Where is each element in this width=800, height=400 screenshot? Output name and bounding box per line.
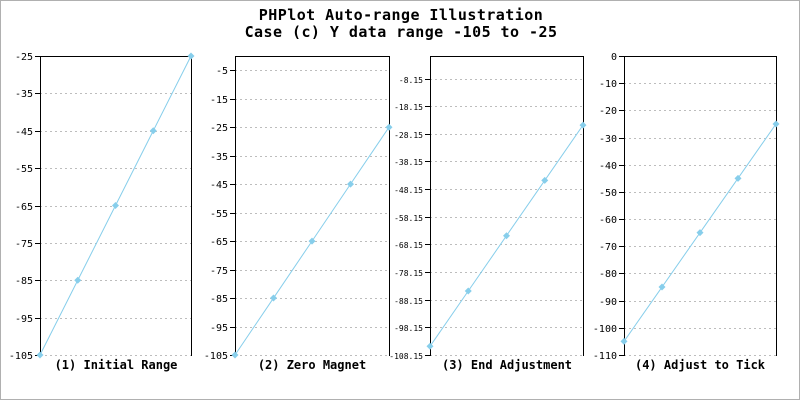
panel-title-2: (2) Zero Magnet [257,358,367,372]
y-tick-label: -28.15 [394,131,423,140]
y-tick-label: -85 [15,276,33,287]
data-point-marker [270,294,277,302]
panel-title-1: (1) Initial Range [54,358,178,372]
chart-panel-3: -8.15 -18.15 -28.15 -38.15 -48.15 -58.15 -68.1… [389,56,587,361]
y-tick-label: -108.15 [389,352,423,361]
data-point-marker [503,232,510,240]
y-tick-label: -25 [210,123,228,134]
y-tick-label: -58.15 [394,214,423,223]
chart-panel-2: -5 -15 -25 -35 -45 -55 -65 -75 -85 -95 -105 [204,56,393,362]
y-tick-label: -65 [15,202,33,213]
data-point-marker [426,342,434,350]
data-point-marker [347,180,354,188]
y-tick-label: -38.15 [394,158,423,167]
data-point-marker [658,283,666,291]
data-point-marker [385,123,393,131]
y-tick-label: -90 [599,297,617,308]
data-point-marker [579,121,587,129]
y-tick-label: -70 [599,242,617,253]
y-tick-label: -30 [599,134,617,145]
data-point-marker [541,176,549,184]
panel-title-4: (4) Adjust to Tick [634,358,766,372]
y-tick-label: -55 [210,209,228,220]
y-tick-label: -98.15 [394,324,423,333]
y-tick-label: -5 [216,66,228,77]
chart-title-line1: PHPlot Auto-range Illustration [258,6,544,24]
y-tick-label: -35 [210,152,228,163]
y-tick-label: -18.15 [394,103,423,112]
y-tick-label: -100 [593,324,617,335]
y-tick-label: -65 [210,237,228,248]
y-tick-label: -60 [599,215,617,226]
data-point-marker [36,351,44,359]
chart-panel-4: 0 -10 -20 -30 -40 -50 -60 -70 -80 -90 -100 -110 [593,52,780,362]
y-tick-label: -105 [9,351,33,362]
y-tick-label: -75 [15,239,33,250]
data-point-marker [772,120,780,128]
y-tick-label: -45 [210,180,228,191]
y-tick-label: -15 [210,95,228,106]
data-point-marker [187,52,195,60]
y-tick-label: -8.15 [399,76,423,85]
y-tick-label: -50 [599,188,617,199]
y-tick-label: -85 [210,294,228,305]
data-point-marker [620,337,628,345]
y-tick-label: -80 [599,269,617,280]
data-point-marker [231,351,239,359]
panel-title-3: (3) End Adjustment [441,358,573,372]
y-tick-label: -20 [599,106,617,117]
chart-title-line2: Case (c) Y data range -105 to -25 [244,23,558,41]
y-tick-label: -25 [15,52,33,63]
y-tick-label: -48.15 [394,186,423,195]
y-tick-label: -95 [15,314,33,325]
data-point-marker [308,237,316,245]
y-tick-label: -75 [210,266,228,277]
y-tick-label: -45 [15,127,33,138]
chart-panel-1: -25 -35 -45 -55 -65 -75 -85 -95 -105 [9,52,195,362]
y-tick-label: -88.15 [394,297,423,306]
y-tick-label: -40 [599,161,617,172]
y-tick-label: -78.15 [394,269,423,278]
y-tick-label: -35 [15,89,33,100]
data-point-marker [696,229,704,237]
data-point-marker [112,202,119,209]
y-tick-label: -68.15 [394,241,423,250]
y-tick-label: -110 [593,351,617,362]
y-tick-label: 0 [611,52,617,63]
data-point-marker [74,276,82,284]
data-point-marker [464,287,472,295]
y-tick-label: -105 [204,351,228,362]
data-point-marker [734,174,742,182]
y-tick-label: -55 [15,164,33,175]
y-tick-label: -10 [599,79,617,90]
y-tick-label: -95 [210,323,228,334]
data-point-marker [149,127,157,135]
